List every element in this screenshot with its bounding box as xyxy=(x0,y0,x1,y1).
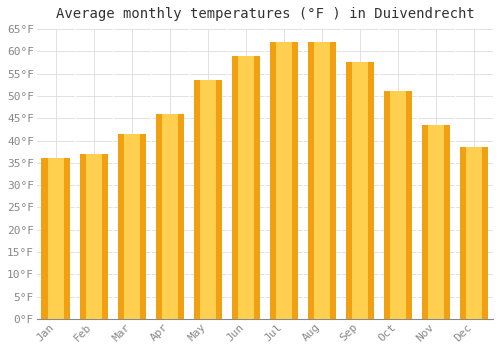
Bar xyxy=(118,134,146,319)
Bar xyxy=(232,56,260,319)
Bar xyxy=(80,154,108,319)
Bar xyxy=(42,158,70,319)
Bar xyxy=(124,134,140,319)
Bar xyxy=(276,42,291,319)
Bar xyxy=(194,80,222,319)
Bar xyxy=(352,63,368,319)
Bar xyxy=(390,91,406,319)
Bar xyxy=(466,147,482,319)
Bar xyxy=(200,80,216,319)
Bar xyxy=(238,56,254,319)
Bar xyxy=(428,125,444,319)
Bar xyxy=(48,158,64,319)
Bar xyxy=(162,114,178,319)
Bar xyxy=(314,42,330,319)
Bar xyxy=(384,91,412,319)
Bar xyxy=(156,114,184,319)
Bar xyxy=(270,42,298,319)
Bar xyxy=(308,42,336,319)
Bar xyxy=(460,147,488,319)
Bar xyxy=(346,63,374,319)
Title: Average monthly temperatures (°F ) in Duivendrecht: Average monthly temperatures (°F ) in Du… xyxy=(56,7,474,21)
Bar xyxy=(86,154,102,319)
Bar xyxy=(422,125,450,319)
